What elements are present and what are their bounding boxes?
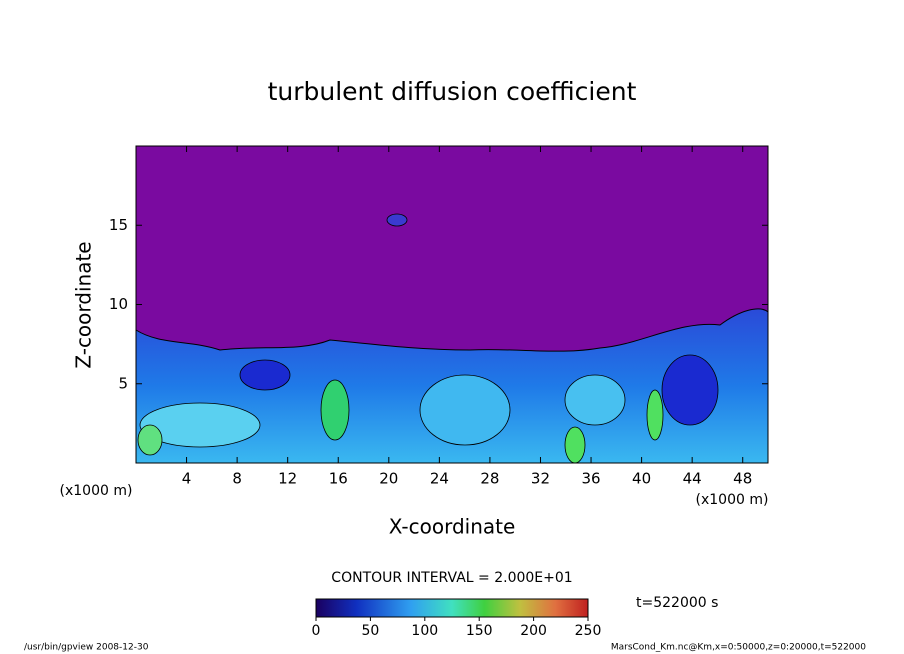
- x-tick-label: 40: [632, 470, 651, 488]
- x-tick-label: 20: [379, 470, 398, 488]
- colorbar-tick-label: 0: [312, 623, 321, 639]
- colorbar-tick-label: 250: [575, 623, 602, 639]
- contour-interval: CONTOUR INTERVAL = 2.000E+01: [331, 570, 572, 586]
- y-axis-label: Z-coordinate: [72, 241, 96, 368]
- x-tick-label: 12: [278, 470, 297, 488]
- x-tick-label: 24: [430, 470, 449, 488]
- x-tick-label: 16: [329, 470, 348, 488]
- y-tick-label: 10: [109, 295, 128, 313]
- footer-left: /usr/bin/gpview 2008-12-30: [24, 643, 149, 653]
- colorbar: [315, 598, 589, 618]
- x-axis-label: X-coordinate: [389, 515, 516, 539]
- colorbar-tick-label: 150: [466, 623, 493, 639]
- x-tick-label: 8: [232, 470, 242, 488]
- x-tick-label: 36: [581, 470, 600, 488]
- chart-title: turbulent diffusion coefficient: [268, 77, 637, 106]
- y-tick-label: 5: [118, 374, 128, 392]
- x-units: (x1000 m): [696, 492, 769, 508]
- x-tick-label: 28: [480, 470, 499, 488]
- colorbar-tick-label: 100: [411, 623, 438, 639]
- x-tick-label: 44: [683, 470, 702, 488]
- time-label: t=522000 s: [636, 595, 718, 611]
- x-tick-label: 32: [531, 470, 550, 488]
- y-units: (x1000 m): [60, 483, 133, 499]
- footer-right: MarsCond_Km.nc@Km,x=0:50000,z=0:20000,t=…: [611, 643, 866, 653]
- y-tick-label: 15: [109, 216, 128, 234]
- colorbar-tick-label: 200: [520, 623, 547, 639]
- x-tick-label: 4: [182, 470, 192, 488]
- colorbar-tick-label: 50: [361, 623, 379, 639]
- field: [135, 146, 769, 464]
- x-tick-label: 48: [733, 470, 752, 488]
